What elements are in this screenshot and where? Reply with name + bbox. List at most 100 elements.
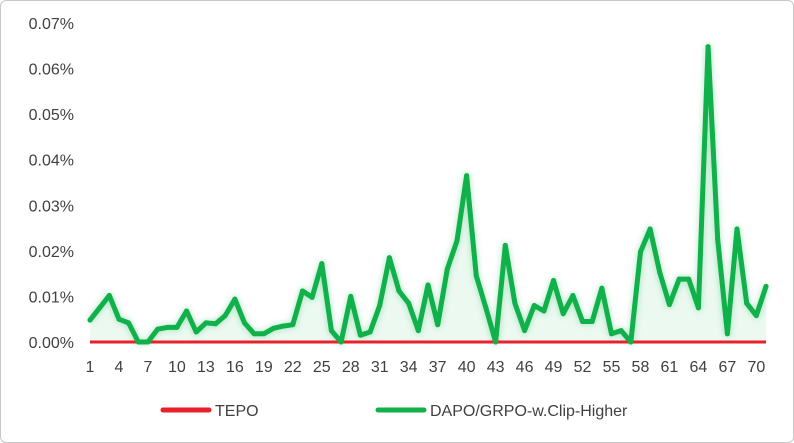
data-point-dapo bbox=[319, 261, 325, 267]
x-tick-label: 22 bbox=[284, 359, 302, 376]
legend-item-dapo: DAPO/GRPO-w.Clip-Higher bbox=[375, 403, 628, 420]
x-tick-label: 16 bbox=[226, 359, 244, 376]
series-area-dapo bbox=[90, 46, 766, 342]
y-tick-label: 0.00% bbox=[29, 335, 74, 352]
data-point-dapo bbox=[299, 288, 305, 294]
data-point-dapo bbox=[203, 320, 209, 326]
x-tick-label: 61 bbox=[661, 359, 679, 376]
legend: TEPO DAPO/GRPO-w.Clip-Higher bbox=[160, 403, 628, 420]
data-point-dapo bbox=[599, 285, 605, 291]
data-point-dapo bbox=[541, 308, 547, 314]
data-point-dapo bbox=[522, 328, 528, 334]
x-tick-label: 40 bbox=[458, 359, 476, 376]
data-point-dapo bbox=[493, 339, 499, 345]
x-tick-label: 70 bbox=[747, 359, 765, 376]
data-point-dapo bbox=[580, 318, 586, 324]
data-point-dapo bbox=[502, 242, 508, 248]
data-point-dapo bbox=[251, 331, 257, 337]
data-point-dapo bbox=[454, 238, 460, 244]
data-point-dapo bbox=[280, 323, 286, 329]
data-point-dapo bbox=[193, 329, 199, 335]
data-point-dapo bbox=[705, 44, 711, 50]
data-point-dapo bbox=[261, 331, 267, 337]
data-point-dapo bbox=[309, 294, 315, 300]
y-tick-label: 0.03% bbox=[29, 198, 74, 215]
data-point-dapo bbox=[464, 173, 470, 179]
data-point-dapo bbox=[637, 249, 643, 255]
data-point-dapo bbox=[570, 293, 576, 299]
data-point-dapo bbox=[618, 328, 624, 334]
data-point-dapo bbox=[135, 339, 141, 345]
x-tick-label: 58 bbox=[632, 359, 650, 376]
data-point-dapo bbox=[415, 328, 421, 334]
data-point-dapo bbox=[87, 317, 93, 323]
x-tick-label: 31 bbox=[371, 359, 389, 376]
data-point-dapo bbox=[174, 324, 180, 330]
data-point-dapo bbox=[647, 226, 653, 232]
data-point-dapo bbox=[97, 305, 103, 311]
data-point-dapo bbox=[473, 273, 479, 279]
x-tick-label: 28 bbox=[342, 359, 360, 376]
data-point-dapo bbox=[367, 329, 373, 335]
data-point-dapo bbox=[589, 318, 595, 324]
data-point-dapo bbox=[406, 300, 412, 306]
x-tick-label: 7 bbox=[143, 359, 152, 376]
data-point-dapo bbox=[628, 339, 634, 345]
data-point-dapo bbox=[695, 305, 701, 311]
data-point-dapo bbox=[444, 266, 450, 272]
data-point-dapo bbox=[435, 322, 441, 328]
y-tick-label: 0.06% bbox=[29, 62, 74, 79]
data-point-dapo bbox=[657, 270, 663, 276]
x-tick-label: 1 bbox=[86, 359, 95, 376]
data-point-dapo bbox=[377, 303, 383, 309]
data-point-dapo bbox=[145, 339, 151, 345]
data-point-dapo bbox=[328, 328, 334, 334]
data-point-dapo bbox=[724, 331, 730, 337]
data-point-dapo bbox=[512, 300, 518, 306]
data-point-dapo bbox=[232, 296, 238, 302]
data-point-dapo bbox=[386, 255, 392, 261]
data-point-dapo bbox=[560, 311, 566, 317]
x-tick-label: 64 bbox=[690, 359, 708, 376]
series-glow-dapo bbox=[87, 43, 770, 346]
x-tick-label: 67 bbox=[718, 359, 736, 376]
y-tick-label: 0.07% bbox=[29, 16, 74, 33]
x-tick-label: 37 bbox=[429, 359, 447, 376]
data-point-dapo bbox=[676, 276, 682, 282]
x-tick-label: 46 bbox=[516, 359, 534, 376]
legend-item-tepo: TEPO bbox=[160, 403, 259, 420]
y-axis: 0.00% 0.01% 0.02% 0.03% 0.04% 0.05% 0.06% 0.07% bbox=[29, 16, 74, 352]
data-point-dapo bbox=[763, 283, 769, 289]
data-point-dapo bbox=[666, 302, 672, 308]
x-tick-label: 10 bbox=[168, 359, 186, 376]
data-point-dapo bbox=[213, 321, 219, 327]
data-point-dapo bbox=[116, 316, 122, 322]
legend-label: TEPO bbox=[215, 403, 259, 420]
data-point-dapo bbox=[608, 331, 614, 337]
data-point-dapo bbox=[222, 313, 228, 319]
data-point-dapo bbox=[483, 305, 489, 311]
data-point-dapo bbox=[734, 226, 740, 232]
data-point-dapo bbox=[396, 288, 402, 294]
data-point-dapo bbox=[686, 276, 692, 282]
data-point-dapo bbox=[744, 300, 750, 306]
data-point-dapo bbox=[106, 293, 112, 299]
x-tick-label: 55 bbox=[603, 359, 621, 376]
legend-label: DAPO/GRPO-w.Clip-Higher bbox=[430, 403, 628, 420]
y-tick-label: 0.02% bbox=[29, 244, 74, 261]
y-tick-label: 0.05% bbox=[29, 107, 74, 124]
x-axis: 1 4 7 10 13 16 19 22 25 28 31 34 37 40 43 46 49 52 55 58 61 6… bbox=[86, 359, 766, 376]
data-point-dapo bbox=[338, 339, 344, 345]
x-tick-label: 34 bbox=[400, 359, 418, 376]
y-tick-label: 0.04% bbox=[29, 153, 74, 170]
data-point-dapo bbox=[753, 313, 759, 319]
x-tick-label: 52 bbox=[574, 359, 592, 376]
data-point-dapo bbox=[425, 282, 431, 288]
data-point-dapo bbox=[551, 277, 557, 283]
y-tick-label: 0.01% bbox=[29, 289, 74, 306]
data-point-dapo bbox=[164, 324, 170, 330]
x-tick-label: 49 bbox=[545, 359, 563, 376]
x-tick-label: 19 bbox=[255, 359, 273, 376]
